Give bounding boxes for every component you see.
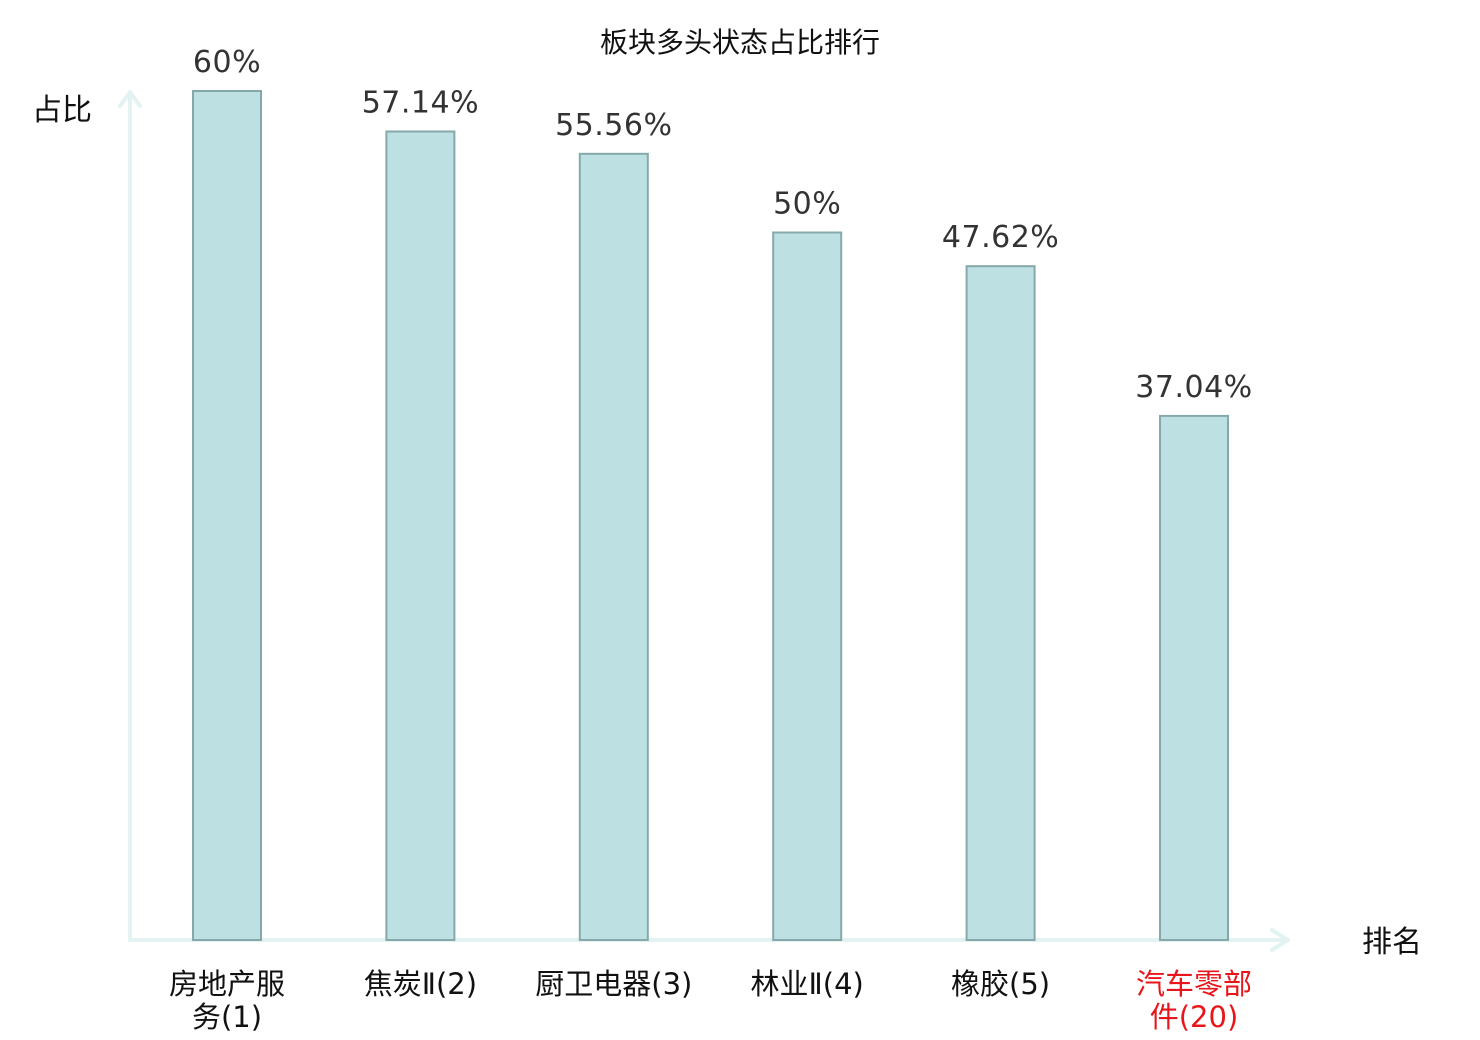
bar-series [192, 90, 1229, 942]
x-axis-label: 排名 [1362, 925, 1422, 960]
bar-4 [772, 231, 843, 941]
value-label-3: 55.56% [555, 108, 672, 143]
value-label-2: 57.14% [362, 86, 479, 121]
bar-5 [965, 265, 1036, 941]
category-label-1-line-2: 务(1) [192, 1000, 262, 1034]
category-label-3: 厨卫电器(3) [535, 967, 692, 1001]
y-axis [118, 90, 142, 942]
bar-2 [385, 130, 456, 941]
bar-6 [1159, 414, 1229, 941]
value-label-6: 37.04% [1135, 370, 1252, 405]
category-label-5: 橡胶(5) [951, 967, 1050, 1001]
x-axis [128, 928, 1290, 952]
category-label-6-line-1: 汽车零部 [1136, 967, 1252, 1001]
value-label-4: 50% [773, 187, 841, 222]
value-labels: 60% 57.14% 55.56% 50% 47.62% 37.04% [193, 45, 1252, 405]
bar-1 [192, 90, 262, 941]
category-label-4: 林业Ⅱ(4) [751, 967, 864, 1001]
chart-title: 板块多头状态占比排行 [600, 26, 880, 59]
category-label-1-line-1: 房地产服 [169, 967, 285, 1001]
value-label-5: 47.62% [942, 220, 1059, 255]
category-label-6-line-2: 件(20) [1150, 1000, 1239, 1034]
category-label-2: 焦炭Ⅱ(2) [364, 967, 477, 1001]
y-axis-label: 占比 [32, 93, 92, 128]
value-label-1: 60% [193, 45, 261, 80]
bar-3 [578, 152, 649, 942]
